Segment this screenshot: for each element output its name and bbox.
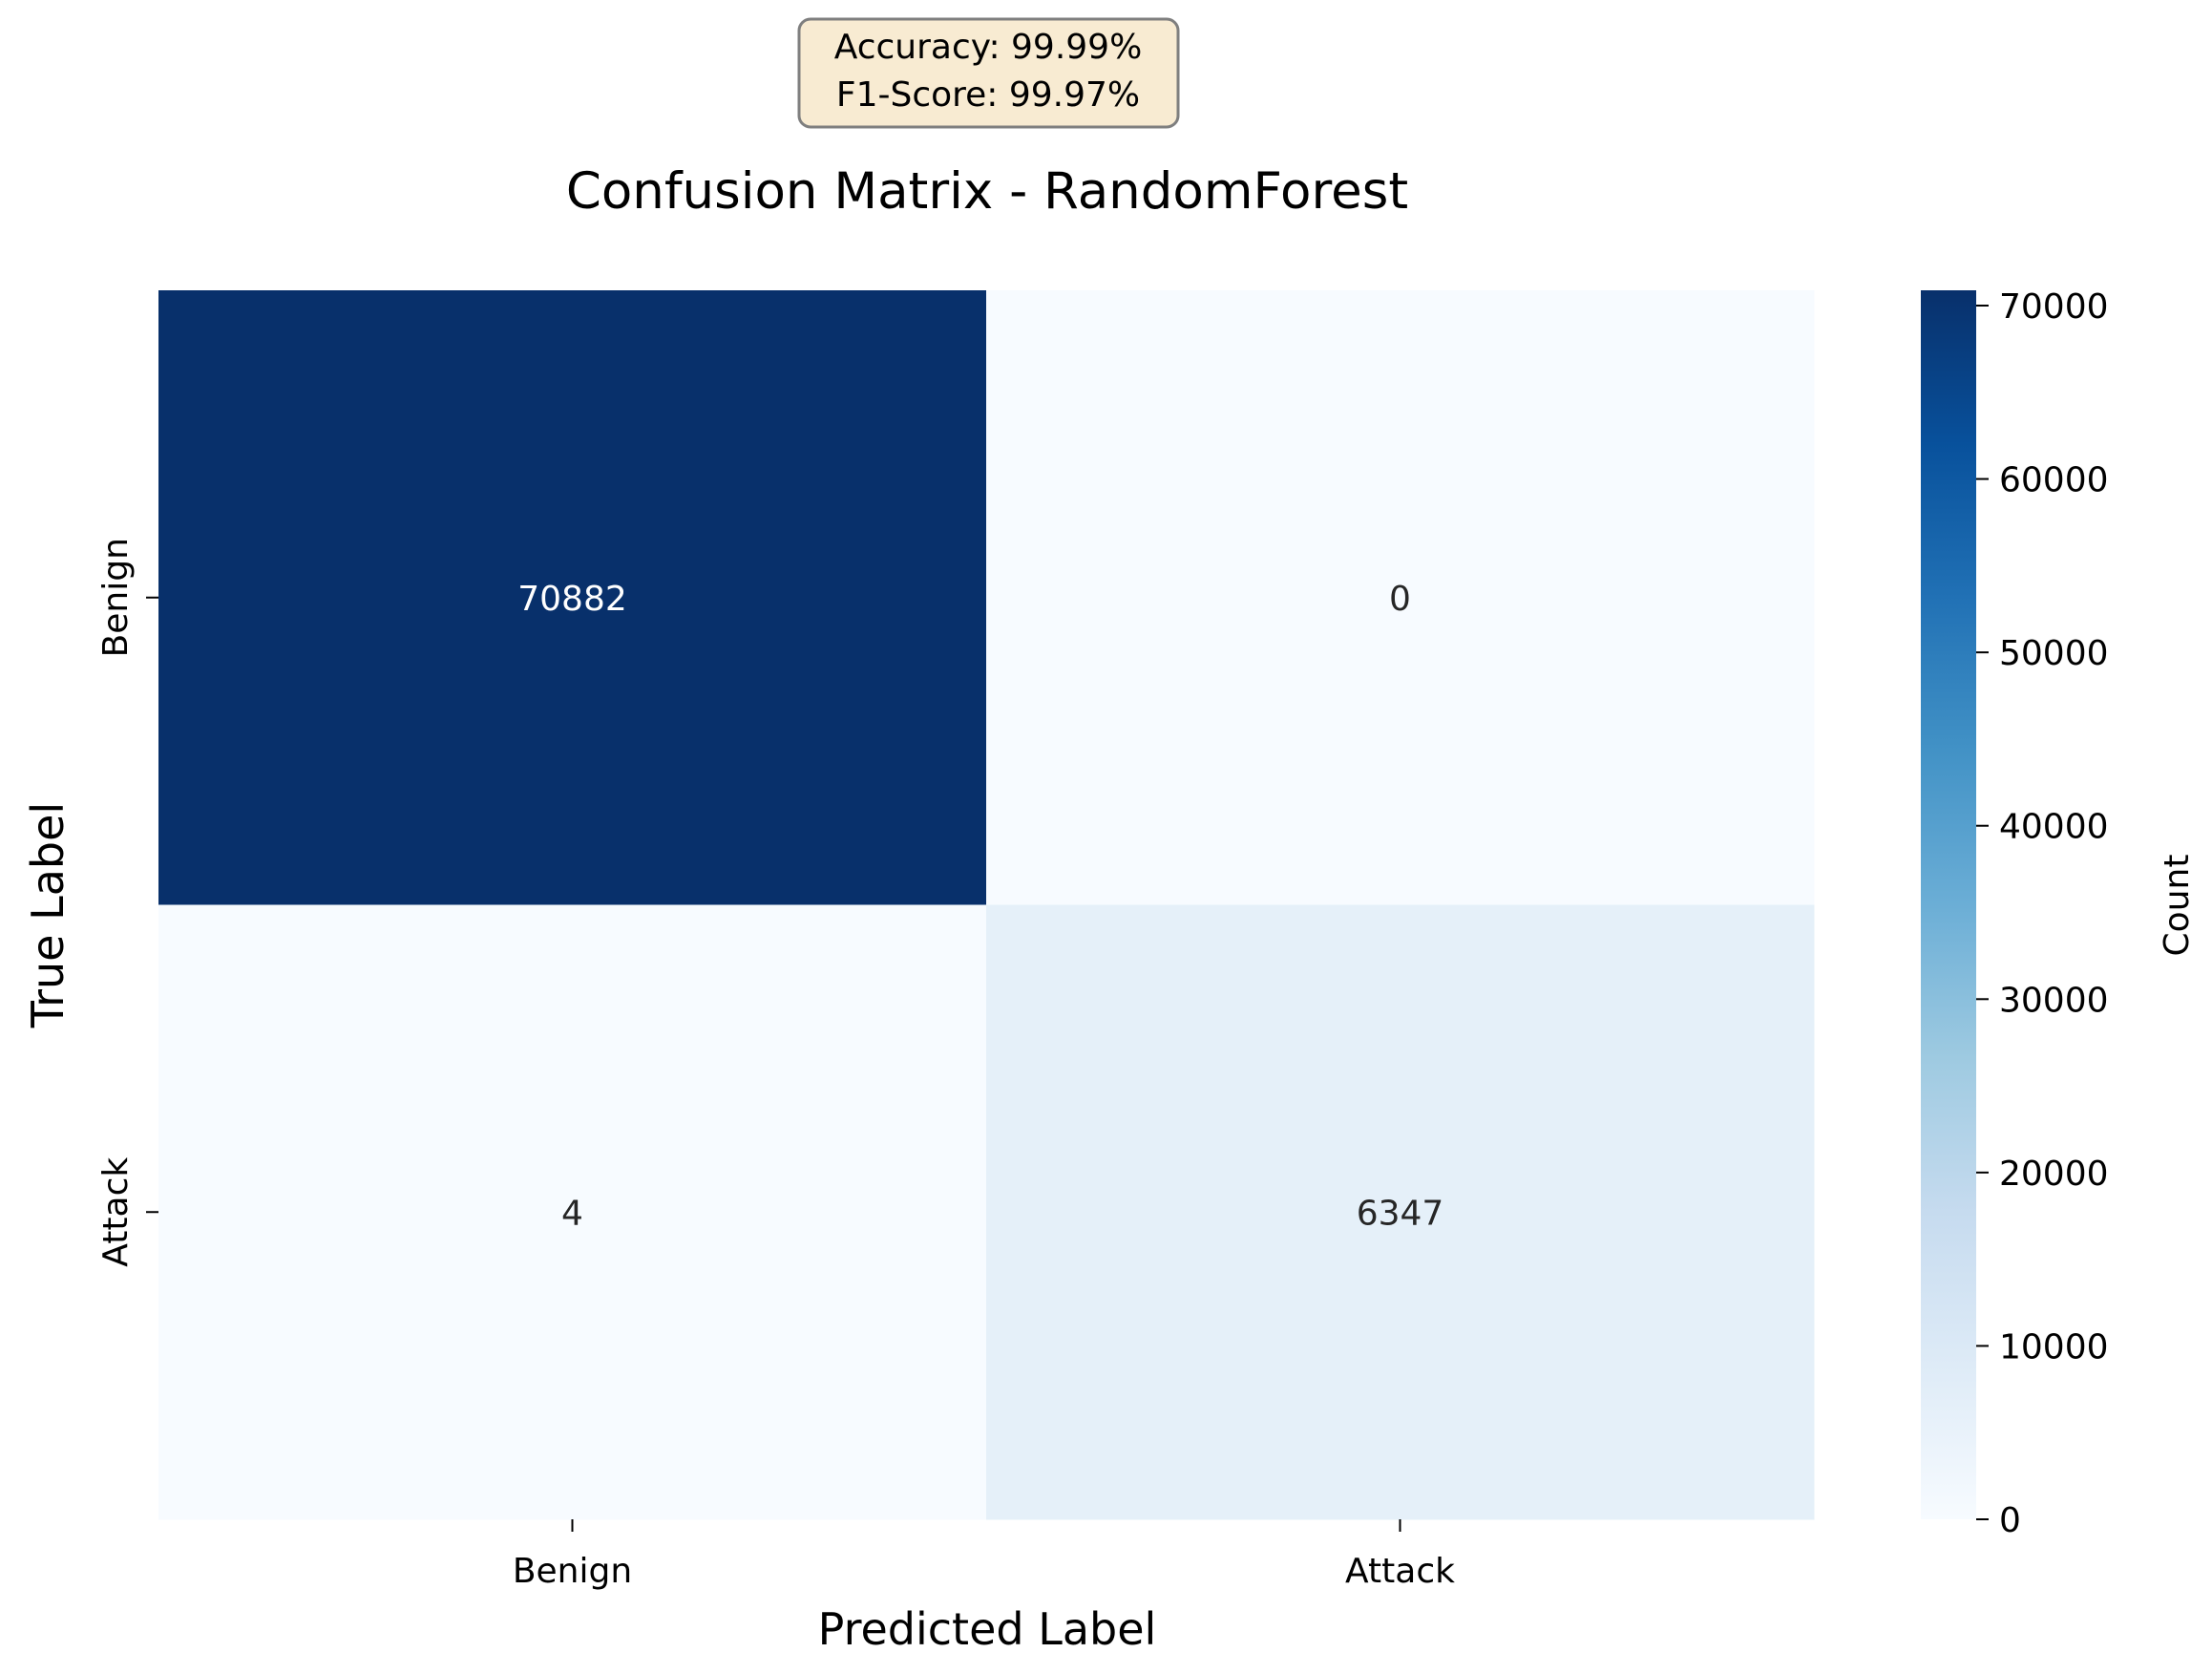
cell-value-label: 70882 <box>517 580 627 619</box>
colorbar-tick-label: 60000 <box>1999 461 2109 500</box>
y-axis-ticks: Benign Attack <box>96 538 158 1267</box>
colorbar-tick-label: 0 <box>1999 1501 2021 1540</box>
colorbar-tick-label: 50000 <box>1999 634 2109 673</box>
heatmap-cell-benign-benign <box>158 290 987 905</box>
colorbar-tick-label: 20000 <box>1999 1155 2109 1194</box>
heatmap-cell-benign-attack <box>986 290 1815 905</box>
heatmap-cell-attack-benign <box>158 904 987 1520</box>
accuracy-label: Accuracy: 99.99% <box>834 28 1143 67</box>
colorbar: 0 10000 20000 30000 40000 50000 60000 70000 Cou… <box>1921 287 2197 1540</box>
metrics-annotation-background <box>797 17 1180 129</box>
colorbar-label: Count <box>2158 855 2197 957</box>
y-axis-label: True Label <box>22 802 74 1028</box>
metrics-annotation-box: Accuracy: 99.99% F1-Score: 99.97% <box>797 17 1180 129</box>
cell-value-label: 6347 <box>1357 1194 1444 1233</box>
x-axis-ticks: Benign Attack <box>513 1519 1455 1591</box>
colorbar-tick-label: 40000 <box>1999 808 2109 847</box>
colorbar-ticks: 0 10000 20000 30000 40000 50000 60000 70000 <box>1976 287 2109 1540</box>
chart-title: Confusion Matrix - RandomForest <box>566 162 1408 221</box>
colorbar-gradient <box>1921 290 1976 1519</box>
cell-value-label: 4 <box>561 1194 583 1233</box>
heatmap-cell-attack-attack <box>986 904 1815 1520</box>
y-tick-label: Attack <box>96 1157 136 1267</box>
f1-score-label: F1-Score: 99.97% <box>836 75 1140 115</box>
x-axis-label: Predicted Label <box>818 1603 1157 1655</box>
x-tick-label: Attack <box>1345 1552 1455 1591</box>
colorbar-tick-label: 30000 <box>1999 981 2109 1020</box>
heatmap-cell-labels: 70882 0 4 6347 <box>517 580 1443 1234</box>
colorbar-tick-label: 10000 <box>1999 1327 2109 1367</box>
x-tick-label: Benign <box>513 1552 632 1591</box>
heatmap-cells <box>158 290 1815 1520</box>
colorbar-tick-label: 70000 <box>1999 287 2109 327</box>
cell-value-label: 0 <box>1389 580 1411 619</box>
y-tick-label: Benign <box>96 538 136 657</box>
